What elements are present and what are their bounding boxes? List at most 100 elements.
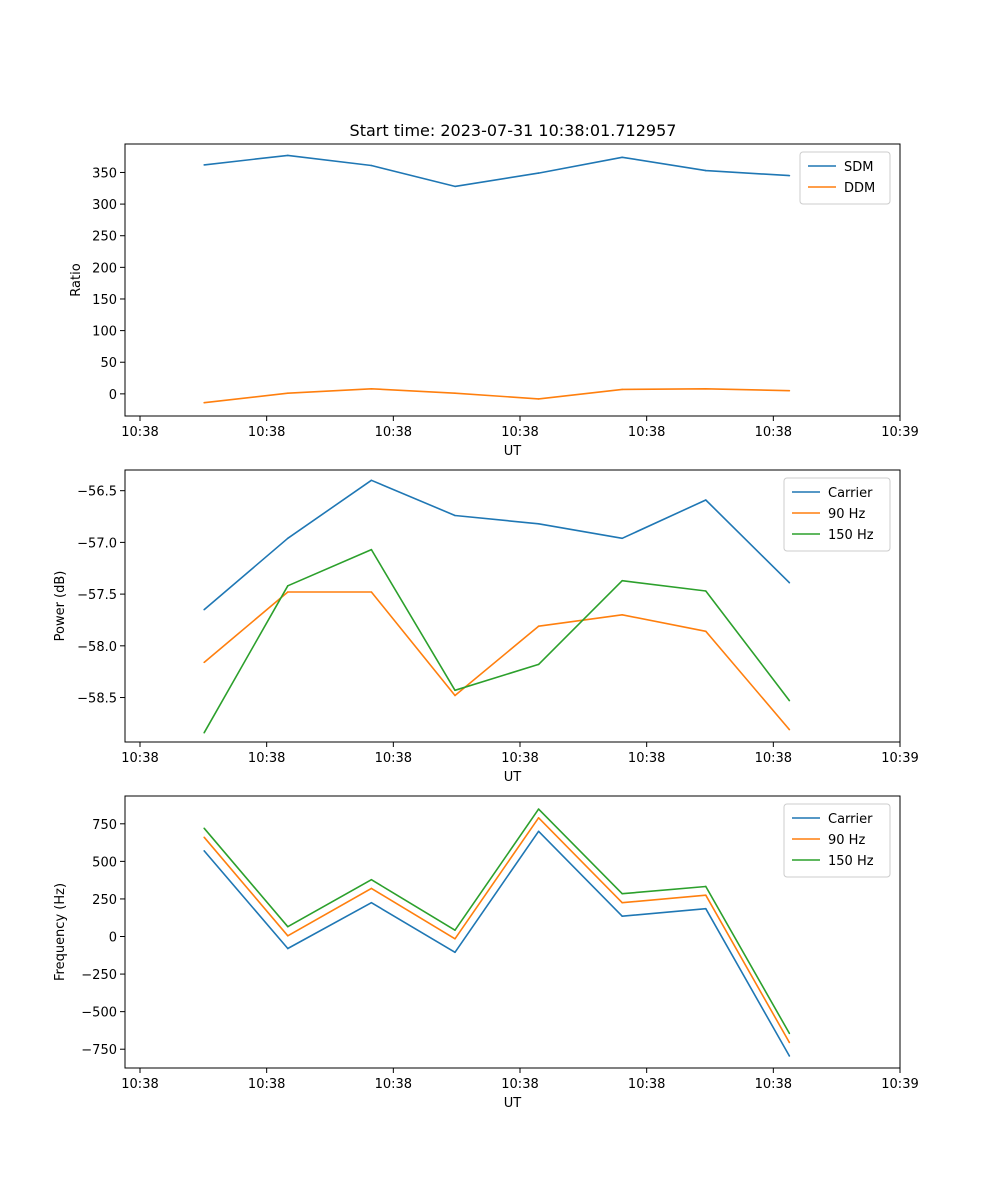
x-tick-label: 10:39: [881, 751, 918, 766]
y-tick-label: −750: [81, 1043, 117, 1058]
y-tick-label: 350: [92, 166, 117, 181]
data-point: [370, 591, 373, 593]
x-tick-label: 10:39: [881, 425, 918, 440]
x-tick-label: 10:38: [248, 1077, 285, 1092]
data-point: [537, 522, 540, 525]
data-point: [203, 661, 205, 664]
data-point: [788, 389, 791, 392]
legend-box: [783, 803, 891, 878]
legend-label: 90 Hz: [828, 507, 865, 522]
x-axis-label: UT: [504, 444, 522, 459]
legend-label: 90 Hz: [828, 833, 865, 848]
y-tick-label: 500: [92, 855, 117, 870]
data-point: [621, 388, 623, 391]
x-tick-label: 10:38: [121, 425, 158, 440]
chart-panel-2: −58.5 −58.0 −57.5 −57.0 −56.5 10:38 10:38 10:38…: [53, 469, 919, 785]
plot-frame: [124, 469, 901, 743]
data-point: [788, 1055, 791, 1057]
y-tick-label: −500: [81, 1006, 117, 1021]
data-point: [621, 892, 623, 895]
x-tick-label: 10:38: [121, 1077, 158, 1092]
data-point: [621, 537, 623, 540]
y-axis-label: Ratio: [69, 263, 84, 296]
data-point: [537, 663, 540, 666]
data-point: [704, 630, 707, 633]
data-point: [537, 398, 540, 400]
data-point: [454, 694, 456, 697]
y-tick-label: 300: [92, 198, 117, 213]
data-point: [203, 401, 205, 404]
x-tick-label: 10:38: [121, 751, 158, 766]
data-point: [537, 808, 540, 810]
legend-label: Carrier: [828, 812, 873, 827]
data-point: [370, 479, 373, 482]
data-point: [704, 169, 707, 172]
data-point: [788, 1032, 791, 1035]
plot-frame: [124, 795, 901, 1069]
data-point: [286, 925, 289, 928]
x-tick-label: 10:38: [248, 751, 285, 766]
data-point: [788, 174, 791, 177]
data-point: [286, 934, 289, 937]
legend: Carrier 90 Hz 150 Hz: [783, 803, 891, 878]
data-point: [454, 929, 456, 931]
data-point: [203, 731, 205, 734]
y-tick-label: −58.5: [77, 692, 117, 707]
plot-frame: [124, 143, 901, 417]
series-line-ddm: [204, 387, 790, 404]
data-point: [704, 885, 707, 888]
data-point: [454, 689, 456, 692]
y-tick-label: 250: [92, 230, 117, 245]
x-tick-label: 10:38: [628, 1077, 665, 1092]
y-axis-label: Frequency (Hz): [53, 883, 68, 981]
data-point: [370, 164, 373, 167]
y-tick-label: 250: [92, 893, 117, 908]
x-axis-label: UT: [504, 770, 522, 785]
data-point: [621, 915, 623, 918]
data-point: [788, 699, 791, 702]
legend-label: DDM: [844, 181, 875, 196]
series-line-carrier: [203, 830, 791, 1057]
x-tick-label: 10:38: [628, 751, 665, 766]
data-point: [454, 185, 456, 188]
legend-box: [799, 151, 891, 205]
data-point: [537, 830, 540, 833]
data-point: [621, 901, 623, 904]
series-line-150-hz: [203, 808, 791, 1034]
y-axis-label: Power (dB): [53, 571, 68, 642]
data-point: [704, 907, 707, 910]
y-tick-label: 200: [92, 261, 117, 276]
y-tick-label: 0: [109, 388, 117, 403]
y-tick-label: 100: [92, 325, 117, 340]
legend-label: SDM: [844, 160, 873, 175]
chart-panel-3: −750 −500 −250 0 250 500 750 10:38 10:38 10:38 10:…: [53, 795, 919, 1111]
legend-label: 150 Hz: [828, 854, 874, 869]
x-tick-label: 10:38: [755, 751, 792, 766]
x-tick-label: 10:38: [755, 1077, 792, 1092]
data-point: [370, 901, 373, 904]
x-tick-label: 10:38: [248, 425, 285, 440]
data-point: [370, 887, 373, 890]
y-tick-label: 750: [92, 818, 117, 833]
data-point: [454, 951, 456, 954]
data-point: [788, 581, 791, 584]
legend-label: 150 Hz: [828, 528, 874, 543]
data-point: [621, 156, 623, 159]
data-point: [203, 164, 205, 166]
data-point: [454, 392, 456, 395]
data-point: [537, 172, 540, 174]
data-point: [454, 937, 456, 940]
x-tick-label: 10:38: [375, 1077, 412, 1092]
data-point: [286, 392, 289, 395]
y-tick-label: 150: [92, 293, 117, 308]
data-point: [370, 548, 373, 551]
data-point: [704, 388, 707, 390]
x-tick-label: 10:39: [881, 1077, 918, 1092]
data-point: [286, 537, 289, 540]
x-tick-label: 10:38: [375, 425, 412, 440]
data-point: [704, 590, 707, 592]
y-tick-label: 50: [100, 356, 117, 371]
data-point: [788, 728, 791, 731]
x-axis-label: UT: [504, 1096, 522, 1111]
